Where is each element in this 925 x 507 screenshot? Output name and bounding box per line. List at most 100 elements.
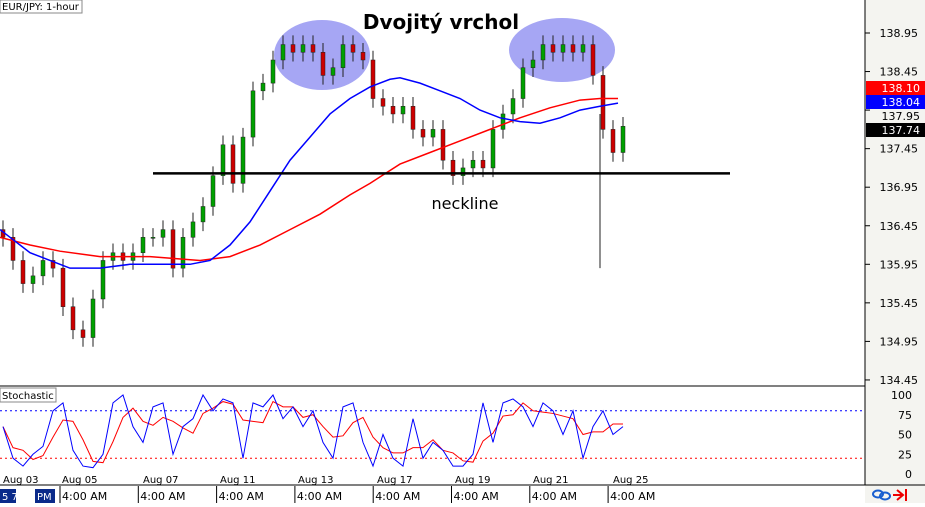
time-field[interactable]: [0, 489, 16, 503]
last-price-tag: 137.74: [882, 124, 921, 137]
candle: [430, 129, 436, 138]
candle: [390, 105, 396, 115]
fast-ma-price-tag: 138.04: [882, 96, 921, 109]
time-label: 4:00 AM: [610, 490, 655, 503]
slow-ma-price-tag-bg: [866, 81, 925, 95]
candle: [470, 159, 476, 169]
price-tick: 134.95: [880, 335, 919, 348]
date-label: Aug 11: [220, 475, 255, 486]
candle: [300, 44, 306, 53]
date-label: Aug 07: [143, 475, 178, 486]
time-field-text: 5 7: [2, 492, 18, 503]
candle: [380, 98, 386, 107]
candle: [620, 126, 626, 153]
stoch-d-line: [2, 400, 623, 464]
candle: [510, 98, 516, 115]
time-label: 4:00 AM: [454, 490, 499, 503]
price-tick: 136.45: [880, 220, 919, 233]
candle: [220, 144, 226, 176]
stoch-tick: 50: [898, 429, 912, 442]
candle: [100, 260, 106, 300]
candle: [30, 275, 36, 284]
last-price-tag-bg: [866, 123, 925, 137]
candle: [360, 52, 366, 61]
candle: [580, 44, 586, 53]
candle: [180, 237, 186, 269]
date-label: Aug 03: [3, 475, 38, 486]
hidden-price-tick: 137.95: [882, 110, 921, 123]
date-label: Aug 13: [298, 475, 333, 486]
indicator-label-box: [0, 387, 57, 403]
stoch-tick: 0: [905, 468, 912, 481]
link-icon[interactable]: [872, 489, 891, 501]
stoch-k-line: [2, 393, 624, 469]
candle: [490, 129, 496, 169]
price-tick: 137.45: [880, 143, 919, 156]
time-label: 4:00 AM: [375, 490, 420, 503]
candle: [280, 44, 286, 61]
candle: [540, 44, 546, 61]
ampm-field[interactable]: [35, 489, 55, 503]
time-label: 4:00 AM: [532, 490, 577, 503]
date-label: Aug 05: [62, 475, 97, 486]
candle: [400, 105, 406, 115]
indicator-label: Stochastic: [2, 391, 54, 402]
candle: [500, 113, 506, 130]
candle: [290, 44, 296, 53]
candle: [410, 105, 416, 130]
candle: [50, 260, 56, 269]
stoch-tick: 25: [898, 448, 912, 461]
fast-ma-line: [0, 76, 619, 269]
scroll-to-end-icon[interactable]: [893, 489, 907, 501]
time-label: 4:00 AM: [62, 490, 107, 503]
candle: [190, 221, 196, 238]
candle: [600, 75, 606, 130]
slow-ma-price-tag: 138.10: [882, 82, 921, 95]
stoch-tick: 100: [891, 389, 912, 402]
price-tick: 138.95: [880, 27, 919, 40]
ampm-text: PM: [37, 492, 52, 503]
candle: [460, 167, 466, 176]
time-label: 4:00 AM: [140, 490, 185, 503]
candle: [40, 260, 46, 277]
time-label: 4:00 AM: [297, 490, 342, 503]
stoch-tick: 75: [898, 409, 912, 422]
candle: [150, 237, 156, 239]
date-label: Aug 25: [613, 475, 648, 486]
candle: [20, 260, 26, 284]
price-tick: 134.45: [880, 374, 919, 387]
candle: [560, 44, 566, 53]
candle: [200, 206, 206, 223]
neckline-label: neckline: [432, 194, 499, 213]
candle: [530, 59, 536, 68]
candle: [80, 329, 86, 338]
candle: [240, 136, 246, 184]
candle: [440, 129, 446, 161]
date-label: Aug 19: [455, 475, 490, 486]
candle: [590, 44, 596, 76]
price-tick: 136.95: [880, 181, 919, 194]
candle: [10, 237, 16, 261]
candle: [270, 59, 276, 84]
candle: [310, 44, 316, 53]
price-tick: 135.95: [880, 258, 919, 271]
candle: [230, 144, 236, 184]
candle: [250, 90, 256, 138]
date-label: Aug 17: [377, 475, 412, 486]
candle: [550, 44, 556, 53]
candle: [370, 59, 376, 99]
chart-title: Dvojitý vrchol: [363, 10, 519, 34]
time-label: 4:00 AM: [219, 490, 264, 503]
candle: [520, 67, 526, 99]
candle: [340, 44, 346, 68]
candle: [330, 67, 336, 76]
candle: [160, 229, 166, 238]
price-tick: 138.45: [880, 66, 919, 79]
date-label: Aug 21: [533, 475, 568, 486]
candle: [420, 129, 426, 138]
candle: [570, 44, 576, 53]
candle: [450, 159, 456, 176]
candle: [70, 306, 76, 331]
candle: [90, 298, 96, 338]
